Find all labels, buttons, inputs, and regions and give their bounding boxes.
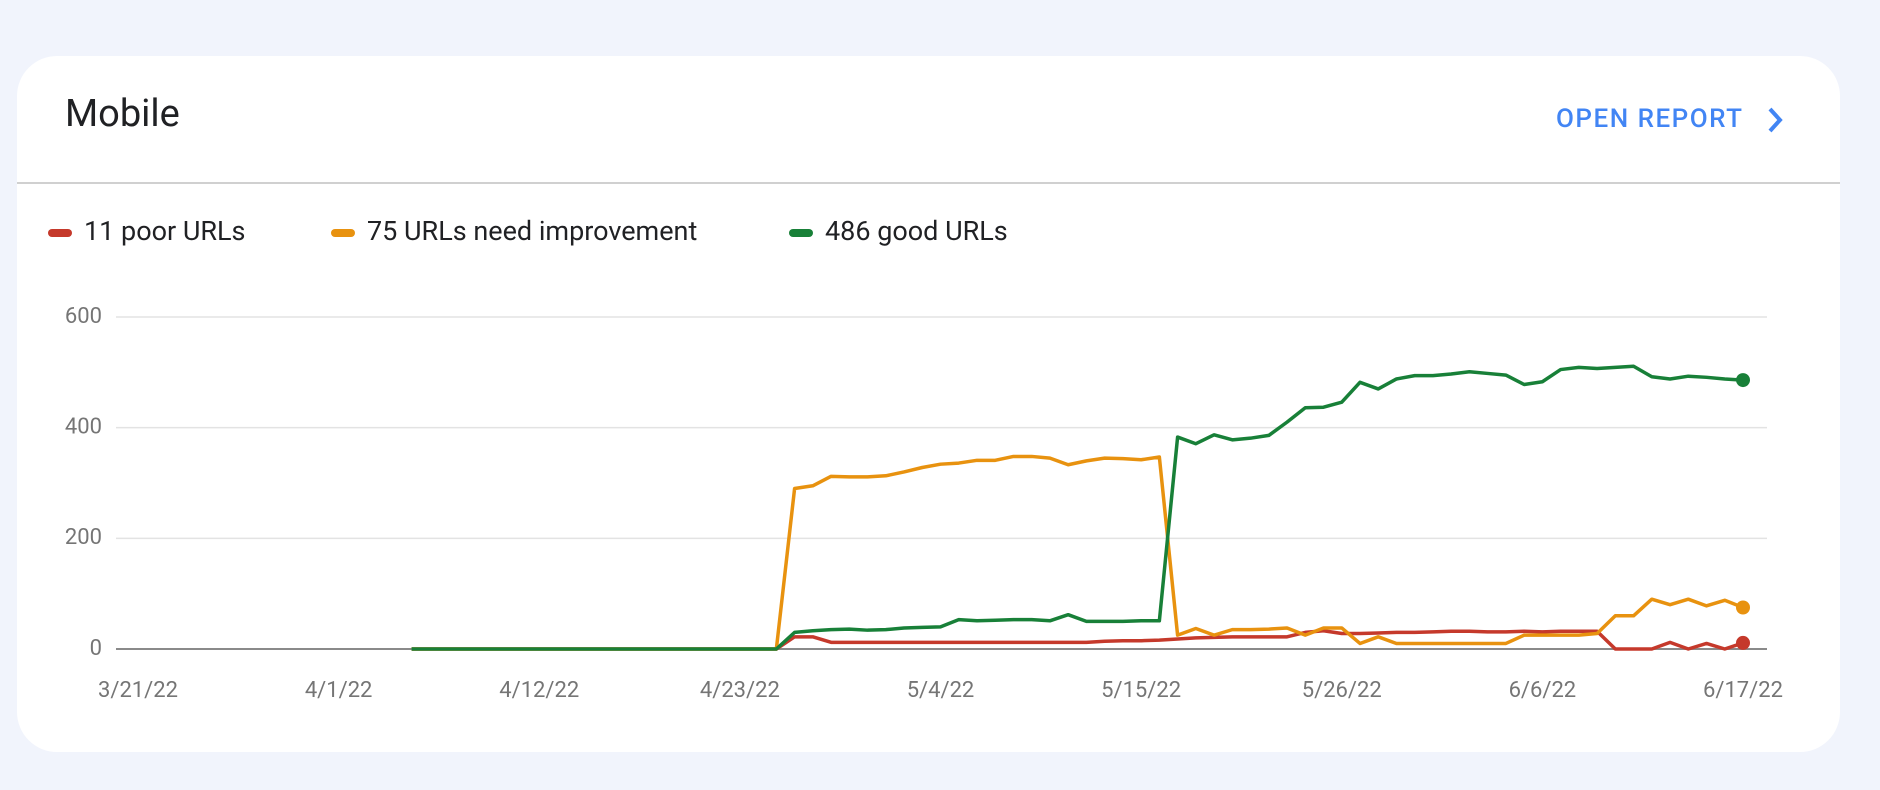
series-line [411, 454, 1744, 651]
legend-label: 486 good URLs [825, 215, 1008, 247]
legend-label: 75 URLs need improvement [367, 215, 697, 247]
x-tick-label: 4/12/22 [499, 678, 579, 703]
y-tick-label: 400 [65, 414, 102, 439]
card-title: Mobile [65, 92, 180, 136]
x-tick-label: 5/15/22 [1101, 678, 1181, 703]
x-tick-label: 4/1/22 [305, 678, 373, 703]
x-tick-label: 6/17/22 [1703, 678, 1783, 703]
legend-label: 11 poor URLs [84, 215, 245, 247]
end-point [1736, 635, 1750, 650]
end-point [1736, 373, 1750, 388]
end-point [1736, 600, 1750, 615]
x-tick-label: 4/23/22 [700, 678, 780, 703]
x-tick-label: 3/21/22 [98, 678, 178, 703]
x-tick-label: 5/4/22 [907, 678, 975, 703]
y-tick-label: 0 [90, 636, 102, 661]
x-tick-label: 6/6/22 [1509, 678, 1577, 703]
y-tick-label: 600 [65, 304, 102, 329]
y-tick-label: 200 [65, 525, 102, 550]
chevron-icon[interactable] [1768, 107, 1783, 133]
series-line [411, 364, 1744, 651]
open-report[interactable]: OPEN REPORT [1556, 104, 1744, 134]
x-tick-label: 5/26/22 [1302, 678, 1382, 703]
